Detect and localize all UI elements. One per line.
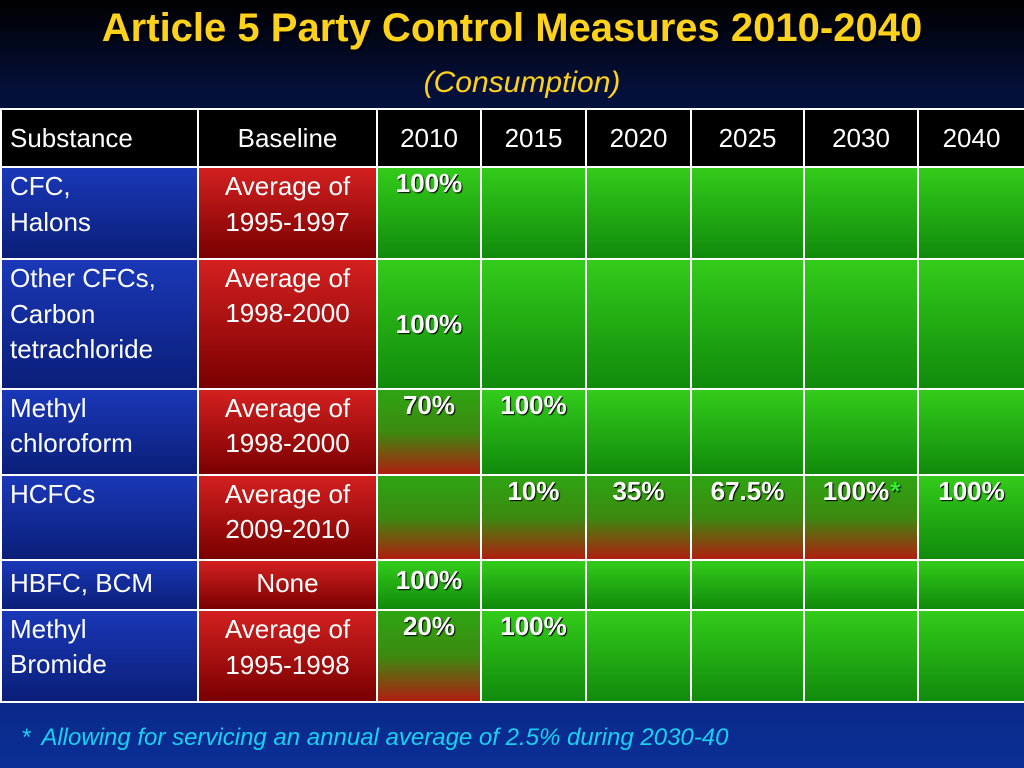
header-2010: 2010	[376, 108, 482, 168]
value-cell-2030	[803, 609, 919, 703]
value-cell-2020	[585, 258, 692, 390]
value-cell-2030	[803, 166, 919, 260]
substance-cell: Other CFCs, Carbon tetrachloride	[0, 258, 199, 390]
value-cell-2030	[803, 258, 919, 390]
value-cell-2040	[917, 166, 1024, 260]
value-cell-2020	[585, 609, 692, 703]
footnote-marker: *	[22, 724, 32, 751]
value-cell-2015: 100%	[480, 609, 587, 703]
header-2040: 2040	[917, 108, 1024, 168]
table-row: HCFCs Average of 2009-2010 10% 35% 67.5%…	[0, 474, 1024, 561]
value-cell-2015: 10%	[480, 474, 587, 561]
header-2020: 2020	[585, 108, 692, 168]
value-cell-2015	[480, 559, 587, 611]
baseline-cell: Average of 1998-2000	[197, 388, 378, 476]
header-baseline: Baseline	[197, 108, 378, 168]
table-row: Methyl chloroform Average of 1998-2000 7…	[0, 388, 1024, 476]
value-cell-2010: 20%	[376, 609, 482, 703]
header-2025: 2025	[690, 108, 805, 168]
substance-cell: HCFCs	[0, 474, 199, 561]
value-cell-2025	[690, 609, 805, 703]
footnote: * Allowing for servicing an annual averag…	[22, 720, 728, 756]
baseline-cell: Average of 1998-2000	[197, 258, 378, 390]
page-title: Article 5 Party Control Measures 2010-20…	[101, 6, 923, 50]
value-cell-2015: 100%	[480, 388, 587, 476]
header-2030: 2030	[803, 108, 919, 168]
header-substance: Substance	[0, 108, 199, 168]
control-measures-table: Substance Baseline 2010 2015 2020 2025 2…	[0, 108, 1024, 703]
baseline-cell: Average of 1995-1997	[197, 166, 378, 260]
value-cell-2040: 100%	[917, 474, 1024, 561]
value-cell-2010	[376, 474, 482, 561]
value-cell-2040	[917, 388, 1024, 476]
value-cell-2020	[585, 166, 692, 260]
header-2015: 2015	[480, 108, 587, 168]
value-cell-2025	[690, 258, 805, 390]
value-cell-2020	[585, 388, 692, 476]
table-row: Methyl Bromide Average of 1995-1998 20% …	[0, 609, 1024, 703]
value-cell-2030: 100%*	[803, 474, 919, 561]
value-cell-2010: 70%	[376, 388, 482, 476]
table-row: HBFC, BCM None 100%	[0, 559, 1024, 611]
value-cell-2015	[480, 258, 587, 390]
table-row: CFC, Halons Average of 1995-1997 100%	[0, 166, 1024, 260]
value-cell-2040	[917, 258, 1024, 390]
value-cell-2030	[803, 559, 919, 611]
value-cell-2015	[480, 166, 587, 260]
value-cell-2020: 35%	[585, 474, 692, 561]
value-cell-2040	[917, 559, 1024, 611]
footnote-text: Allowing for servicing an annual average…	[41, 724, 729, 751]
baseline-cell: None	[197, 559, 378, 611]
substance-cell: Methyl chloroform	[0, 388, 199, 476]
value-cell-2010: 100%	[376, 559, 482, 611]
value-cell-2025	[690, 166, 805, 260]
value-cell-2025	[690, 559, 805, 611]
table-row: Other CFCs, Carbon tetrachloride Average…	[0, 258, 1024, 390]
substance-cell: CFC, Halons	[0, 166, 199, 260]
value-cell-2025	[690, 388, 805, 476]
baseline-cell: Average of 2009-2010	[197, 474, 378, 561]
value-cell-2010: 100%	[376, 166, 482, 260]
value-cell-2040	[917, 609, 1024, 703]
footnote-marker: *	[889, 476, 900, 506]
substance-cell: Methyl Bromide	[0, 609, 199, 703]
value-cell-2025: 67.5%	[690, 474, 805, 561]
baseline-cell: Average of 1995-1998	[197, 609, 378, 703]
value-cell-2030	[803, 388, 919, 476]
value-cell-2010: 100%	[376, 258, 482, 390]
substance-cell: HBFC, BCM	[0, 559, 199, 611]
page-subtitle: (Consumption)	[423, 66, 621, 99]
value-cell-2020	[585, 559, 692, 611]
header-row: Substance Baseline 2010 2015 2020 2025 2…	[0, 108, 1024, 168]
